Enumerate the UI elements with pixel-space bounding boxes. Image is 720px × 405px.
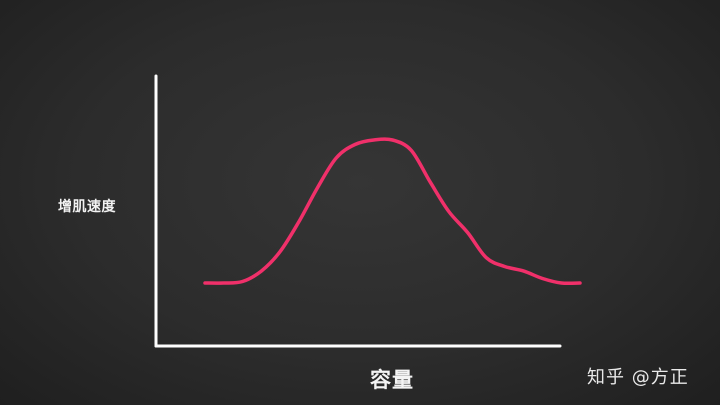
series-line-0 [203, 137, 582, 286]
x-axis-label: 容量 [370, 367, 414, 392]
series-group [203, 137, 582, 286]
watermark: 知乎 @方正 [587, 367, 689, 388]
y-axis-label: 增肌速度 [58, 199, 116, 215]
